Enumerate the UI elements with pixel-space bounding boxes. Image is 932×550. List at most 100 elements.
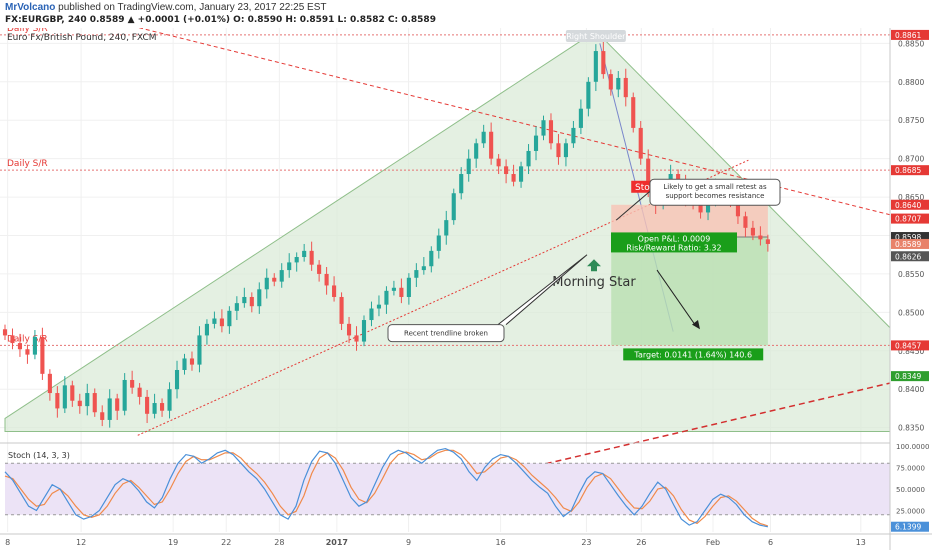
candle	[481, 131, 486, 144]
stoch-label: Stoch (14, 3, 3)	[8, 451, 70, 460]
time-tick: 9	[406, 538, 411, 547]
support-resistance-label: Daily S/R	[7, 28, 48, 34]
candle	[137, 387, 142, 397]
time-tick: 23	[581, 538, 591, 547]
pnl-box	[611, 232, 737, 253]
right-shoulder-tag	[565, 30, 626, 42]
stoch-k-line	[4, 447, 768, 528]
stochastic-pane: Stoch (14, 3, 3)	[4, 447, 890, 528]
candle	[578, 108, 583, 128]
candle	[765, 239, 770, 244]
price-tick: 0.8350	[898, 424, 924, 433]
price-tick: 0.8450	[898, 347, 924, 356]
candle	[25, 349, 30, 355]
target-zone	[611, 237, 768, 346]
candle	[519, 166, 524, 182]
candle	[638, 127, 643, 159]
candle	[623, 77, 628, 98]
candle	[115, 398, 120, 411]
candle	[571, 127, 576, 144]
candle	[10, 335, 15, 344]
candle	[145, 396, 150, 414]
candle	[227, 310, 232, 327]
main-price-pane: Daily S/R Daily S/R Daily S/R Right Should…	[0, 28, 891, 532]
right-shoulder-label: Right Shoulder	[566, 32, 626, 41]
candle	[758, 235, 763, 240]
trendline-callout	[387, 324, 505, 343]
candle	[234, 303, 239, 311]
lower-trendline	[535, 382, 891, 467]
candle	[257, 289, 262, 307]
retest-text-1: Likely to get a small retest as	[663, 183, 767, 191]
publish-info: published on TradingView.com, January 23…	[58, 2, 327, 13]
price-tick: 0.8400	[898, 385, 924, 394]
candle	[466, 158, 471, 175]
candle	[294, 257, 299, 263]
time-tick: 16	[496, 538, 506, 547]
candle	[735, 200, 741, 217]
time-tick: 8	[5, 538, 10, 547]
candle	[62, 385, 67, 409]
candle	[354, 335, 359, 342]
support-resistance-label: Daily S/R	[7, 334, 48, 344]
author-name[interactable]: MrVolcano	[5, 2, 56, 13]
candle	[444, 220, 449, 236]
price-badge-label: 0.8685	[895, 166, 921, 175]
target-box	[623, 348, 764, 361]
morning-star-label: Morning Star	[552, 275, 636, 290]
trendline-pointer	[497, 254, 588, 326]
time-tick: Feb	[706, 538, 720, 547]
price-badge	[891, 213, 929, 224]
candle	[167, 389, 172, 411]
time-tick: 22	[221, 538, 231, 547]
candle	[616, 77, 621, 90]
price-badge	[891, 199, 929, 210]
candle	[391, 287, 396, 291]
open-pnl-label: Open P&L: 0.0009	[638, 234, 711, 243]
time-axis[interactable]: 8 12 19 22 28 2017 9 16 23 26 Feb 6 13	[0, 533, 932, 547]
candle	[32, 336, 37, 355]
stoch-tick: 75.0000	[896, 465, 925, 473]
candle	[242, 296, 247, 304]
retest-text-2: support becomes resistance	[666, 192, 765, 200]
price-axis[interactable]: 0.88500.88000.87500.87000.86500.86000.85…	[889, 28, 932, 550]
target-label: Target: 0.0141 (1.64%) 140.6	[633, 350, 752, 359]
price-badge-label: 0.8707	[895, 215, 921, 224]
candle	[646, 158, 651, 190]
candle	[272, 277, 277, 282]
stoch-tick: 100.0000	[896, 443, 929, 451]
descending-trendline	[138, 28, 891, 216]
price-badge	[891, 340, 929, 351]
candle	[47, 373, 52, 394]
candle	[451, 193, 456, 221]
candle	[429, 250, 434, 267]
candle	[496, 158, 501, 167]
candle	[324, 273, 329, 286]
candle	[160, 403, 165, 411]
candle	[631, 97, 636, 128]
candle	[384, 290, 389, 305]
chart-canvas[interactable]: Daily S/R Daily S/R Daily S/R Right Should…	[0, 28, 932, 550]
price-tick: 0.8850	[898, 39, 924, 48]
candle	[219, 318, 224, 327]
time-tick: 13	[856, 538, 866, 547]
candle	[309, 250, 314, 265]
candle	[107, 398, 112, 420]
candle	[593, 51, 598, 82]
time-tick: 19	[168, 538, 178, 547]
price-badge-label: 0.8626	[895, 252, 921, 261]
candle	[436, 235, 441, 251]
candle	[55, 393, 60, 409]
price-badge	[891, 251, 929, 262]
candle	[533, 135, 539, 151]
candle	[406, 277, 411, 297]
candle	[586, 81, 591, 109]
candle	[130, 379, 135, 388]
price-badge-label: 0.8457	[895, 341, 921, 350]
candle	[504, 166, 509, 175]
candle	[750, 227, 755, 236]
stop-zone	[611, 204, 768, 238]
candle	[85, 393, 90, 407]
candle	[361, 320, 367, 342]
price-tick: 0.8800	[898, 78, 924, 87]
